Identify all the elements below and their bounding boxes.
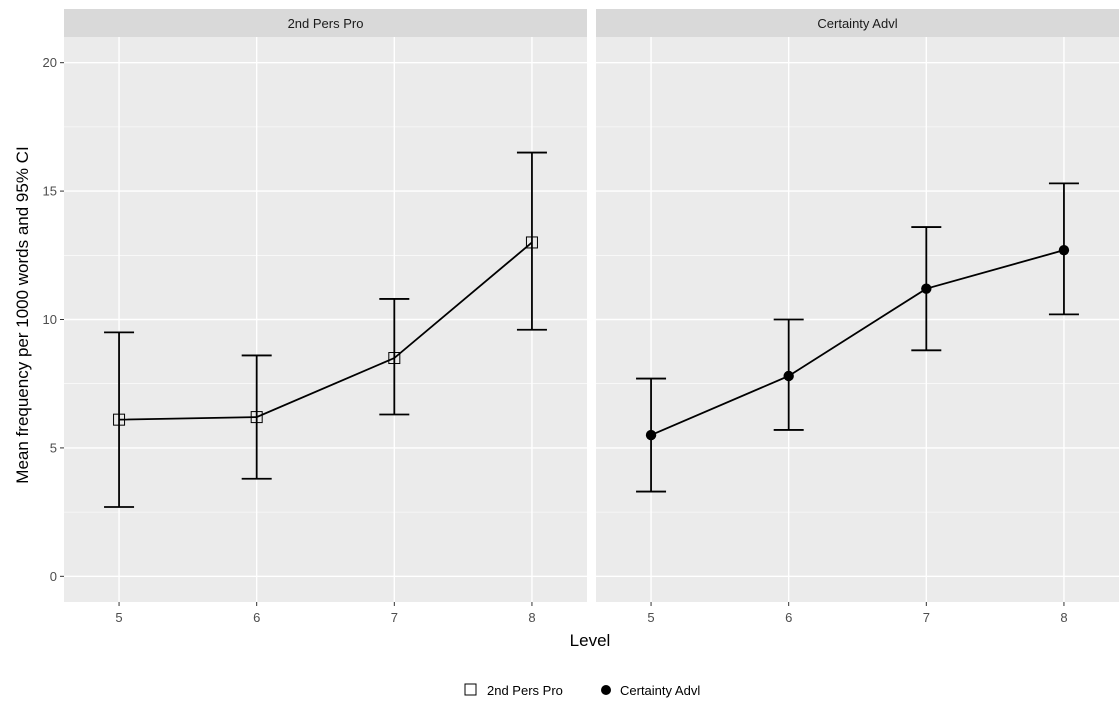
facet-strip-label: Certainty Advl — [817, 16, 897, 31]
facet-panel-2: Certainty Advl 5 6 7 8 — [596, 9, 1119, 625]
data-point — [250, 411, 263, 424]
data-point — [525, 236, 538, 249]
legend-square-key — [464, 683, 477, 696]
series-line — [650, 249, 1065, 436]
facet-strip — [596, 9, 1119, 37]
x-tick-label: 8 — [1060, 610, 1067, 625]
legend: 2nd Pers Pro Certainty Advl — [464, 683, 700, 698]
y-tick-label: 15 — [43, 184, 57, 199]
data-point — [388, 352, 401, 365]
x-tick-label: 8 — [528, 610, 535, 625]
plot-layer: 0 5 10 15 20 2nd Pers Pro 5 6 7 8 Certainty Advl 5 6… — [43, 9, 1119, 625]
facet-strip-label: 2nd Pers Pro — [288, 16, 364, 31]
series-line — [119, 241, 533, 421]
facet-panel-1: 2nd Pers Pro 5 6 7 8 — [64, 9, 587, 625]
x-axis-title: Level — [570, 631, 611, 650]
legend-circle-key — [601, 685, 611, 695]
x-tick-label: 6 — [785, 610, 792, 625]
data-point — [1058, 244, 1070, 256]
y-tick-label: 5 — [50, 440, 57, 455]
legend-label-2: Certainty Advl — [620, 683, 700, 698]
x-tick-label: 6 — [253, 610, 260, 625]
data-point — [921, 283, 932, 294]
data-point — [645, 429, 657, 441]
x-tick-label: 5 — [115, 610, 122, 625]
data-point — [113, 413, 126, 426]
y-tick-label: 10 — [43, 312, 57, 327]
x-tick-label: 7 — [923, 610, 930, 625]
y-tick-label: 20 — [43, 55, 57, 70]
y-tick-label: 0 — [50, 569, 57, 584]
legend-label-1: 2nd Pers Pro — [487, 683, 563, 698]
y-axis-title: Mean frequency per 1000 words and 95% CI — [13, 146, 32, 483]
facet-strip — [64, 9, 587, 37]
data-point — [783, 370, 794, 382]
x-tick-label: 7 — [391, 610, 398, 625]
x-tick-label: 5 — [647, 610, 654, 625]
